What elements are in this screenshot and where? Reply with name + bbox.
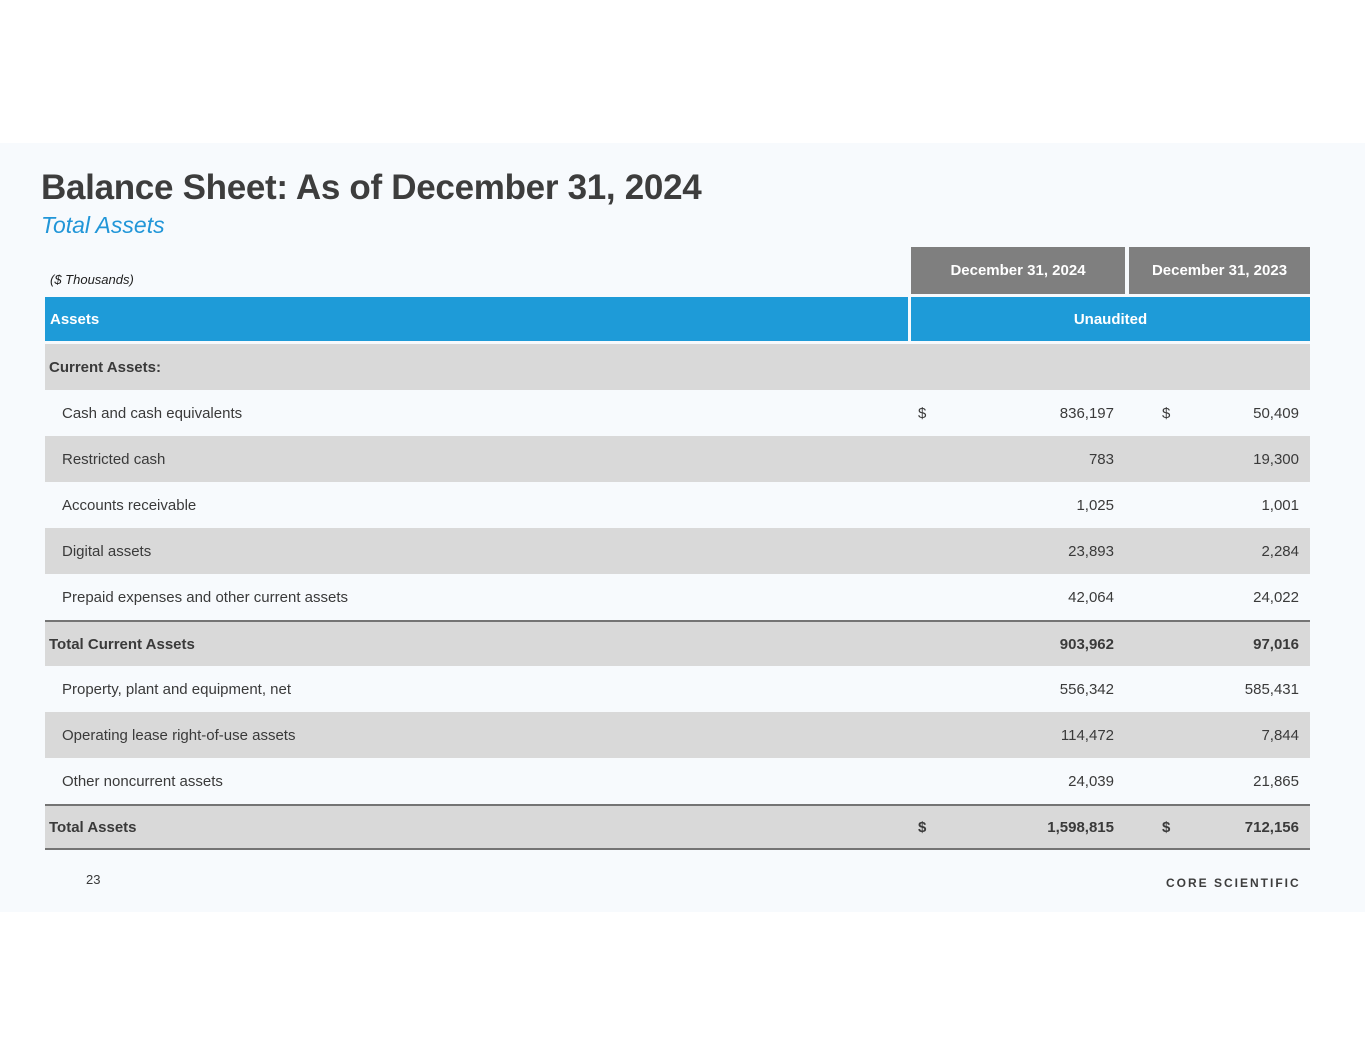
value-2023: 19,300	[1253, 450, 1299, 468]
core-scientific-logo: CORE SCIENTIFIC	[1166, 876, 1301, 890]
table-row: Total Current Assets 903,962 97,016	[45, 620, 1310, 666]
assets-section-header: Assets	[45, 297, 908, 341]
date-header-row: December 31, 2024 December 31, 2023	[45, 247, 1310, 294]
value-2024: 23,893	[1068, 542, 1114, 560]
row-label: Property, plant and equipment, net	[62, 680, 292, 698]
row-label: Current Assets:	[49, 358, 161, 376]
cell-2024: 556,342	[911, 666, 1125, 712]
table-row: Cash and cash equivalents $836,197 $50,4…	[45, 390, 1310, 436]
table-row: Other noncurrent assets 24,039 21,865	[45, 758, 1310, 804]
unaudited-label: Unaudited	[911, 297, 1310, 341]
table-body: Current Assets: Cash and cash equivalent…	[45, 344, 1310, 850]
value-2023: 2,284	[1261, 542, 1299, 560]
cell-2023	[1129, 344, 1310, 390]
value-2023: 97,016	[1253, 635, 1299, 653]
cell-2024: 24,039	[911, 758, 1125, 804]
row-label: Other noncurrent assets	[62, 772, 223, 790]
cell-2024: 1,025	[911, 482, 1125, 528]
table-row: Current Assets:	[45, 344, 1310, 390]
table-row: Digital assets 23,893 2,284	[45, 528, 1310, 574]
value-2024: 556,342	[1059, 680, 1114, 698]
cell-2023: 2,284	[1129, 528, 1310, 574]
cell-2023: 24,022	[1129, 574, 1310, 620]
page-title: Balance Sheet: As of December 31, 2024	[41, 168, 702, 208]
cell-2023: $712,156	[1129, 806, 1310, 848]
value-2023: 712,156	[1244, 818, 1299, 836]
value-2024: 114,472	[1060, 726, 1114, 744]
page-title-bold: Balance Sheet:	[41, 168, 288, 207]
row-label: Total Current Assets	[49, 635, 195, 653]
row-label: Cash and cash equivalents	[62, 404, 243, 422]
cell-2024: 783	[911, 436, 1125, 482]
column-header-dec-2024: December 31, 2024	[911, 247, 1125, 294]
cell-2024: 114,472	[911, 712, 1125, 758]
table-row: Operating lease right-of-use assets 114,…	[45, 712, 1310, 758]
table-row: Property, plant and equipment, net 556,3…	[45, 666, 1310, 712]
cell-2023: 97,016	[1129, 622, 1310, 666]
row-label: Digital assets	[62, 542, 152, 560]
cell-2024: 23,893	[911, 528, 1125, 574]
value-2024: 783	[1088, 450, 1114, 468]
table-row: Prepaid expenses and other current asset…	[45, 574, 1310, 620]
row-label: Total Assets	[49, 818, 137, 836]
table-row: Total Assets $1,598,815 $712,156	[45, 804, 1310, 850]
page-title-rest: As of December 31, 2024	[287, 168, 702, 207]
value-2023: 50,409	[1253, 404, 1299, 422]
assets-header-row: Assets Unaudited	[45, 297, 1310, 341]
value-2023: 585,431	[1244, 680, 1299, 698]
dollar-sign-2024: $	[918, 404, 927, 422]
row-label: Accounts receivable	[62, 496, 197, 514]
slide-subtitle: Total Assets	[41, 212, 165, 238]
value-2023: 24,022	[1253, 588, 1299, 606]
value-2024: 42,064	[1068, 588, 1114, 606]
value-2024: 24,039	[1068, 772, 1114, 790]
cell-2023: 1,001	[1129, 482, 1310, 528]
balance-sheet-table: December 31, 2024 December 31, 2023 Asse…	[45, 247, 1310, 850]
header-spacer	[45, 247, 911, 294]
cell-2024: $1,598,815	[911, 806, 1125, 848]
page-number: 23	[86, 872, 101, 887]
value-2024: 1,025	[1076, 496, 1114, 514]
cell-2023: 19,300	[1129, 436, 1310, 482]
cell-2024	[911, 344, 1125, 390]
table-row: Restricted cash 783 19,300	[45, 436, 1310, 482]
units-note: ($ Thousands)	[50, 272, 134, 287]
cell-2023: 21,865	[1129, 758, 1310, 804]
dollar-sign-2023: $	[1162, 818, 1171, 836]
dollar-sign-2024: $	[918, 818, 927, 836]
row-label: Operating lease right-of-use assets	[62, 726, 296, 744]
value-2023: 7,844	[1261, 726, 1299, 744]
row-label: Prepaid expenses and other current asset…	[62, 588, 349, 606]
row-label: Restricted cash	[62, 450, 166, 468]
value-2024: 836,197	[1059, 404, 1114, 422]
value-2023: 21,865	[1253, 772, 1299, 790]
cell-2024: 903,962	[911, 622, 1125, 666]
cell-2024: 42,064	[911, 574, 1125, 620]
dollar-sign-2023: $	[1162, 404, 1171, 422]
cell-2023: $50,409	[1129, 390, 1310, 436]
value-2024: 1,598,815	[1047, 818, 1114, 836]
cell-2023: 7,844	[1129, 712, 1310, 758]
cell-2024: $836,197	[911, 390, 1125, 436]
cell-2023: 585,431	[1129, 666, 1310, 712]
value-2024: 903,962	[1059, 635, 1114, 653]
value-2023: 1,001	[1261, 496, 1299, 514]
table-row: Accounts receivable 1,025 1,001	[45, 482, 1310, 528]
column-header-dec-2023: December 31, 2023	[1129, 247, 1310, 294]
